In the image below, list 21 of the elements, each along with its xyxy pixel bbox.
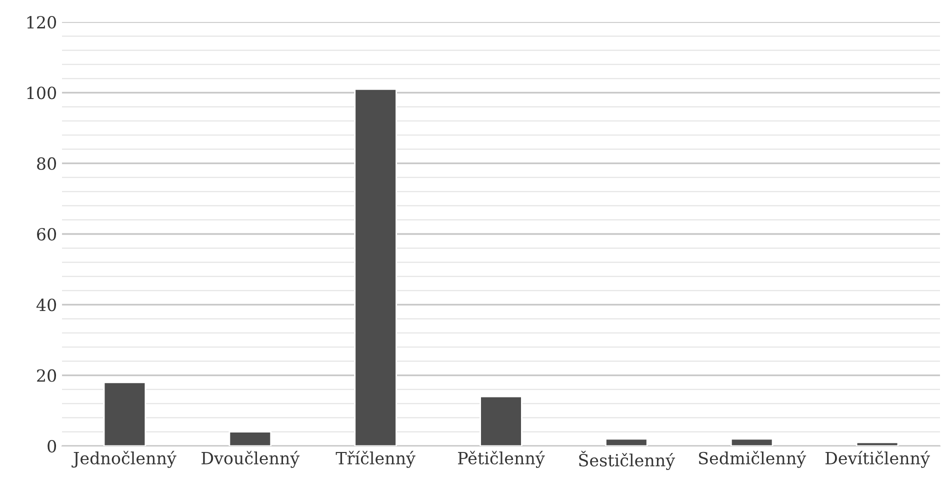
bar [354,88,397,446]
x-tick-label: Šestičlenný [579,450,676,470]
y-tick-label: 120 [27,16,56,29]
bar [605,438,648,446]
y-tick-label: 60 [37,228,56,241]
y-tick-label: 100 [27,86,56,100]
y-tick-label: 0 [48,440,56,453]
x-tick-label: Jednočlenný [72,450,176,468]
x-tick-label: Dvoučlenný [202,450,300,468]
y-tick-label: 20 [37,369,56,382]
bar [103,382,146,446]
x-tick-label: Tříčlenný [336,450,416,468]
x-tick-label: Sedmičlenný [699,450,806,468]
x-tick-label: Pětičlenný [458,450,545,468]
bar [228,431,272,446]
bar [856,442,899,446]
y-tick-label: 80 [37,157,56,170]
y-tick-label: 40 [36,298,56,312]
x-tick-label: Devítičlenný [825,450,930,468]
bar [480,396,522,446]
bar [730,438,774,446]
